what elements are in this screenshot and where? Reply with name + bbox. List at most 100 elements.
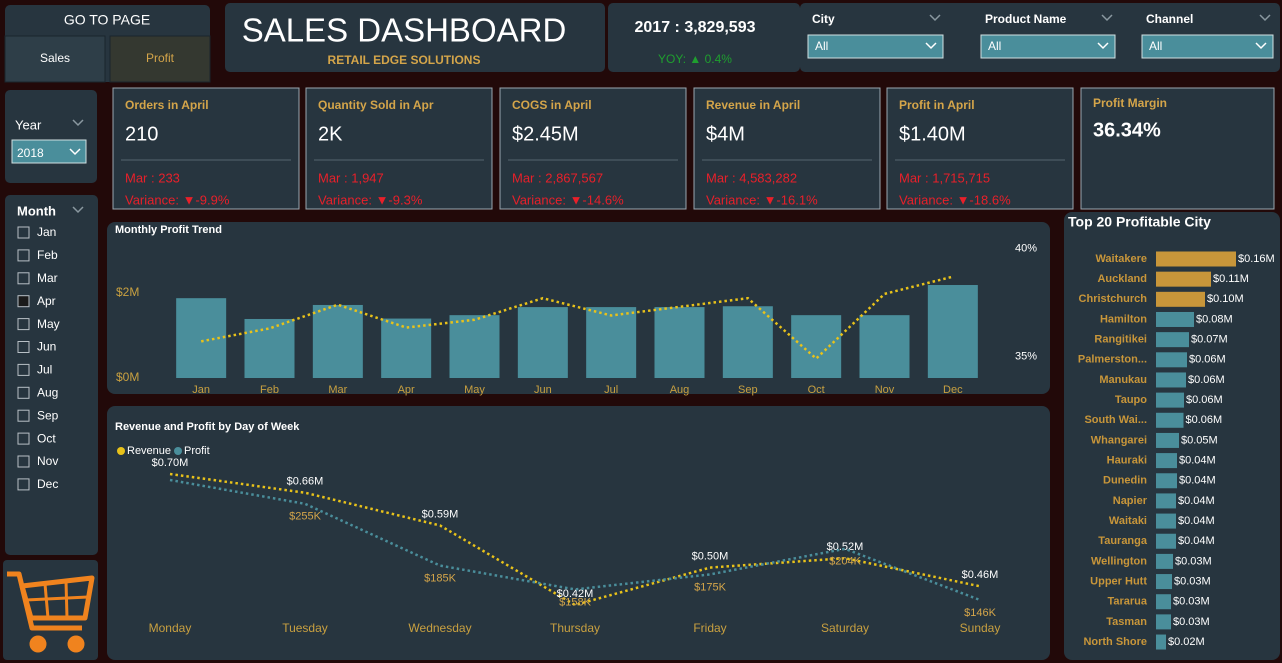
bar bbox=[449, 315, 500, 378]
y-tick-label: $2M bbox=[116, 285, 139, 299]
month-option: Aug bbox=[37, 385, 58, 399]
y-tick-label: Hauraki bbox=[1107, 455, 1147, 467]
x-tick-label: May bbox=[464, 384, 485, 396]
kpi-title: Quantity Sold in Apr bbox=[318, 98, 434, 112]
bar bbox=[859, 315, 910, 378]
x-tick-label: Jul bbox=[604, 384, 618, 396]
y-tick-label: Waitakere bbox=[1095, 253, 1147, 265]
y-tick-label: Taupo bbox=[1115, 394, 1147, 406]
bar bbox=[312, 304, 363, 378]
y-tick-label: Rangitikei bbox=[1094, 334, 1147, 346]
data-label: $0.06M bbox=[1189, 354, 1226, 366]
chart-title: Monthly Profit Trend bbox=[115, 224, 222, 236]
bar bbox=[927, 285, 978, 378]
filter-dropdown[interactable] bbox=[1141, 34, 1274, 59]
data-label: $0.04M bbox=[1179, 475, 1216, 487]
chevron bbox=[72, 119, 84, 127]
month-checkbox[interactable] bbox=[17, 409, 30, 422]
bar bbox=[517, 307, 568, 378]
data-label: $0.03M bbox=[1173, 616, 1210, 628]
month-checkbox[interactable] bbox=[17, 249, 30, 262]
kpi-variance: Variance: ▼-9.3% bbox=[318, 192, 423, 207]
filter-label: Channel bbox=[1146, 12, 1193, 26]
nav-tab[interactable] bbox=[4, 35, 106, 83]
x-tick-label: Monday bbox=[149, 621, 192, 635]
filter-value: All bbox=[815, 39, 828, 53]
filter-dropdown[interactable] bbox=[807, 34, 944, 59]
kpi-value: 2K bbox=[318, 123, 343, 145]
y-tick-label: Whangarei bbox=[1091, 434, 1147, 446]
bar bbox=[1156, 473, 1177, 489]
bar bbox=[1156, 533, 1176, 549]
month-option: Jul bbox=[37, 363, 52, 377]
bar bbox=[1156, 493, 1176, 509]
bar bbox=[1156, 432, 1179, 448]
data-label: $0.03M bbox=[1174, 575, 1211, 587]
x-tick-label: Tuesday bbox=[282, 621, 328, 635]
kpi-value: $4M bbox=[706, 123, 745, 145]
bar bbox=[1156, 352, 1187, 368]
month-checkbox[interactable] bbox=[17, 318, 30, 331]
x-tick-label: Saturday bbox=[821, 621, 869, 635]
nav-title: GO TO PAGE bbox=[64, 12, 150, 28]
nav-tab[interactable] bbox=[109, 35, 211, 83]
year-dropdown[interactable] bbox=[11, 139, 87, 164]
legend-label: Profit bbox=[184, 445, 210, 457]
data-label: $0.04M bbox=[1178, 495, 1215, 507]
data-label: $0.50M bbox=[692, 550, 729, 562]
cart-icon bbox=[3, 560, 98, 660]
x-tick-label: Thursday bbox=[550, 621, 600, 635]
kpi-card bbox=[886, 87, 1074, 210]
year-value: 2018 bbox=[17, 146, 44, 160]
month-checkbox[interactable] bbox=[17, 295, 30, 308]
data-label: $158K bbox=[559, 596, 591, 608]
month-checkbox[interactable] bbox=[17, 432, 30, 445]
bar bbox=[1156, 392, 1184, 408]
chart-title: Revenue and Profit by Day of Week bbox=[115, 421, 300, 433]
y-tick-label: Palmerston... bbox=[1078, 354, 1147, 366]
filter-dropdown[interactable] bbox=[980, 34, 1116, 59]
filter-label: City bbox=[812, 12, 835, 26]
filter-value: All bbox=[1149, 39, 1162, 53]
data-label: $0.07M bbox=[1191, 334, 1228, 346]
data-label: $0.05M bbox=[1181, 434, 1218, 446]
data-label: $0.04M bbox=[1178, 515, 1215, 527]
data-label: $175K bbox=[694, 581, 726, 593]
data-label: $0.06M bbox=[1188, 374, 1225, 386]
x-tick-label: Wednesday bbox=[408, 621, 471, 635]
x-tick-label: Jun bbox=[534, 384, 552, 396]
month-checkbox[interactable] bbox=[17, 226, 30, 239]
kpi-previous: Mar : 1,715,715 bbox=[899, 170, 990, 185]
y-tick-label: North Shore bbox=[1083, 636, 1147, 648]
month-option: Apr bbox=[37, 294, 56, 308]
y2-tick-label: 35% bbox=[1015, 350, 1037, 362]
month-option: Dec bbox=[37, 477, 58, 491]
yearly-total: 2017 : 3,829,593 bbox=[635, 19, 756, 36]
data-label: $0.10M bbox=[1207, 293, 1244, 305]
chevron bbox=[1255, 42, 1267, 50]
month-checkbox[interactable] bbox=[17, 272, 30, 285]
bar bbox=[1156, 513, 1176, 529]
month-checkbox[interactable] bbox=[17, 363, 30, 376]
month-checkbox[interactable] bbox=[17, 386, 30, 399]
y-tick-label: Tararua bbox=[1107, 596, 1147, 608]
month-checkbox[interactable] bbox=[17, 341, 30, 353]
filter-label: Product Name bbox=[985, 12, 1067, 26]
year-label: Year bbox=[15, 117, 42, 132]
data-label: $0.16M bbox=[1238, 253, 1275, 265]
year-panel bbox=[5, 90, 97, 183]
month-checkbox[interactable] bbox=[17, 455, 30, 468]
nav-tab-label: Sales bbox=[40, 51, 70, 65]
month-option: Sep bbox=[37, 408, 59, 422]
month-label: Month bbox=[17, 203, 56, 218]
chevron bbox=[925, 42, 937, 50]
nav-tab-label: Profit bbox=[146, 51, 175, 65]
yoy: YOY: ▲ 0.4% bbox=[658, 52, 732, 66]
y-tick-label: $0M bbox=[116, 370, 139, 384]
dashboard-subtitle: RETAIL EDGE SOLUTIONS bbox=[328, 53, 481, 67]
month-checkbox[interactable] bbox=[17, 478, 30, 491]
bar bbox=[244, 318, 295, 378]
bar bbox=[1156, 634, 1166, 650]
